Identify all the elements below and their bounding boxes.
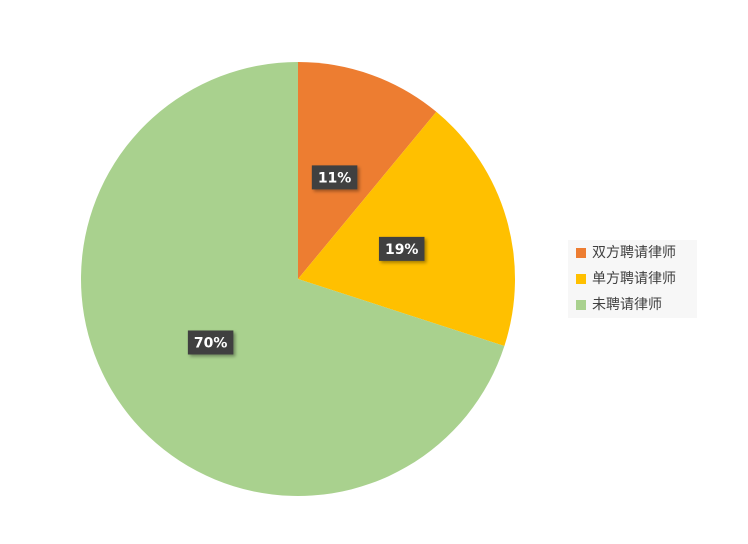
legend-label: 单方聘请律师 xyxy=(592,271,676,287)
pie-slice xyxy=(298,62,437,279)
data-label: 19% xyxy=(378,236,425,261)
data-label-box xyxy=(187,330,234,355)
pie-slice xyxy=(81,62,505,496)
legend-label: 未聘请律师 xyxy=(592,297,662,313)
legend-swatch xyxy=(576,300,586,310)
data-label-text: 11% xyxy=(318,170,352,186)
data-label-box xyxy=(378,236,425,261)
data-label-text: 19% xyxy=(385,242,419,258)
legend-swatch xyxy=(576,274,586,284)
legend-box xyxy=(568,240,697,318)
legend-swatch xyxy=(576,248,586,258)
pie-slice xyxy=(298,111,515,347)
legend-label: 双方聘请律师 xyxy=(592,245,676,261)
data-label: 70% xyxy=(187,330,234,355)
data-label-box xyxy=(311,165,358,190)
data-label-text: 70% xyxy=(194,335,228,351)
data-label: 11% xyxy=(311,165,358,190)
